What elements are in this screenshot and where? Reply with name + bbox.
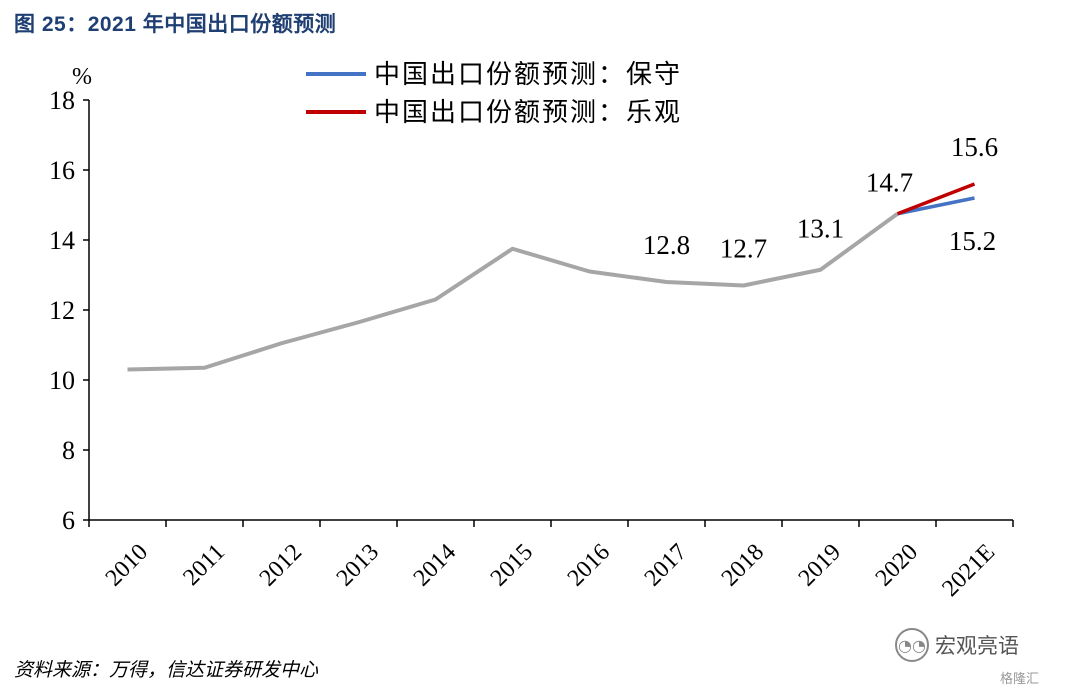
figure-title: 图 25：2021 年中国出口份额预测	[14, 13, 337, 36]
watermark: ◔◔ 宏观亮语	[895, 628, 1019, 662]
y-unit-label: %	[72, 64, 92, 90]
x-tick-label: 2018	[717, 539, 769, 591]
y-tick-label: 16	[49, 156, 75, 185]
y-tick-label: 6	[62, 506, 75, 535]
series-line-actual	[127, 212, 899, 372]
watermark-text: 宏观亮语	[935, 634, 1019, 658]
data-label: 12.7	[720, 234, 767, 264]
series-line-optimistic	[896, 182, 976, 216]
x-tick-label: 2012	[255, 539, 307, 591]
y-tick-label: 12	[49, 296, 75, 325]
x-tick-label: 2010	[101, 539, 153, 591]
data-label: 14.7	[866, 168, 913, 198]
x-tick-label: 2014	[409, 539, 461, 591]
x-tick-label: 2019	[794, 539, 846, 591]
line-chart: 6 8 10 12 14 16 18% 2010 2011 2012 2013 2014 2015 201…	[49, 60, 1014, 602]
chart-axes: 6 8 10 12 14 16 18% 2010 2011 2012 2013 2014 2015 201…	[49, 64, 1014, 602]
wechat-icon: ◔◔	[895, 628, 929, 662]
y-tick-label: 10	[49, 366, 75, 395]
data-label: 12.8	[643, 230, 690, 260]
data-label: 15.2	[949, 226, 996, 256]
chart-data-labels: 12.8 12.7 13.1 14.7 15.6 15.2	[643, 132, 998, 264]
data-label: 15.6	[951, 132, 998, 162]
chart-lines	[127, 182, 976, 372]
x-tick-label: 2017	[640, 539, 692, 591]
x-tick-label: 2016	[563, 539, 615, 591]
y-tick-label: 8	[62, 436, 75, 465]
legend-label: 中国出口份额预测：乐观	[374, 98, 682, 128]
watermark-sub: 格隆汇	[1000, 672, 1040, 687]
y-tick-label: 18	[49, 86, 75, 115]
x-tick-label: 2020	[871, 539, 923, 591]
series-line-conservative	[897, 196, 975, 216]
x-tick-label: 2011	[178, 539, 230, 591]
data-label: 13.1	[797, 214, 844, 244]
x-tick-label: 2015	[486, 539, 538, 591]
x-tick-label: 2021E	[937, 539, 1000, 602]
y-tick-label: 14	[49, 226, 75, 255]
source-note: 资料来源：万得，信达证券研发中心	[14, 660, 319, 681]
x-tick-label: 2013	[332, 539, 384, 591]
legend-label: 中国出口份额预测：保守	[374, 60, 682, 90]
